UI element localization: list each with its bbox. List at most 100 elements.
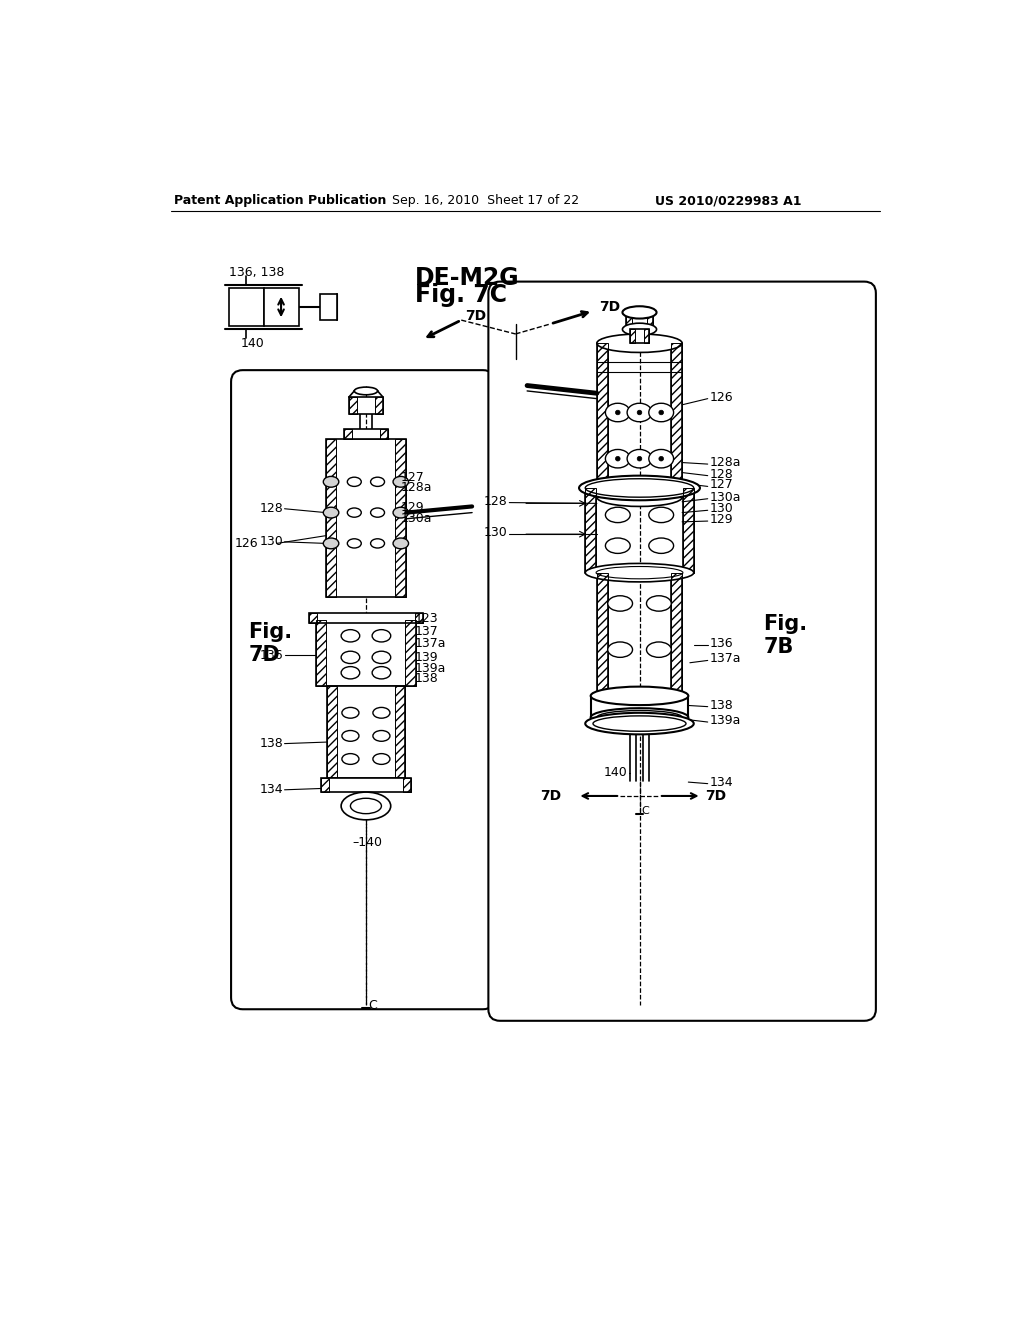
Ellipse shape [649, 507, 674, 523]
Ellipse shape [607, 642, 633, 657]
Text: Sep. 16, 2010  Sheet 17 of 22: Sep. 16, 2010 Sheet 17 of 22 [391, 194, 579, 207]
Ellipse shape [637, 411, 642, 414]
Ellipse shape [637, 457, 642, 461]
Text: 130a: 130a [710, 491, 740, 504]
Text: 134: 134 [710, 776, 733, 788]
Bar [672, 343, 682, 498]
Bar [647, 313, 653, 330]
Ellipse shape [372, 651, 391, 664]
Ellipse shape [373, 730, 390, 742]
Text: 138: 138 [259, 737, 283, 750]
Bar [344, 429, 352, 438]
Text: 136, 138: 136, 138 [228, 265, 284, 279]
Text: Fig. 7C: Fig. 7C [415, 284, 507, 308]
Bar [344, 429, 388, 438]
Bar [321, 779, 329, 792]
Bar [415, 612, 423, 623]
Text: 7D: 7D [465, 309, 486, 323]
Ellipse shape [615, 457, 621, 461]
Bar [626, 313, 632, 330]
Text: 137a: 137a [710, 652, 740, 665]
Text: 139: 139 [415, 651, 438, 664]
Ellipse shape [586, 713, 693, 734]
Ellipse shape [646, 642, 672, 657]
Bar [328, 686, 404, 779]
Text: 130: 130 [710, 502, 733, 515]
Ellipse shape [324, 507, 339, 517]
Ellipse shape [341, 792, 391, 820]
Ellipse shape [342, 730, 359, 742]
Text: 139a: 139a [415, 661, 446, 675]
Ellipse shape [347, 539, 361, 548]
Ellipse shape [596, 566, 683, 578]
Text: Fig.
7D: Fig. 7D [248, 622, 292, 665]
Ellipse shape [623, 306, 656, 318]
Bar [349, 397, 356, 414]
Text: DE-M2G: DE-M2G [415, 265, 519, 290]
Bar [328, 686, 337, 779]
Text: 128a: 128a [710, 455, 740, 469]
Text: 128: 128 [484, 495, 508, 508]
Ellipse shape [393, 477, 409, 487]
Ellipse shape [341, 630, 359, 642]
Bar [309, 612, 317, 623]
Ellipse shape [597, 710, 682, 725]
Bar [375, 397, 383, 414]
Bar [394, 686, 404, 779]
Bar [597, 573, 607, 696]
Ellipse shape [623, 323, 656, 335]
Ellipse shape [649, 539, 674, 553]
Ellipse shape [324, 477, 339, 487]
Ellipse shape [347, 478, 361, 487]
Ellipse shape [393, 507, 409, 517]
Ellipse shape [347, 508, 361, 517]
Bar [406, 620, 417, 686]
Bar [309, 612, 423, 623]
Bar [683, 488, 693, 573]
Ellipse shape [372, 667, 391, 678]
Ellipse shape [342, 754, 359, 764]
Text: 140: 140 [604, 767, 628, 779]
Text: US 2010/0229983 A1: US 2010/0229983 A1 [655, 194, 802, 207]
Text: Patent Application Publication: Patent Application Publication [174, 194, 387, 207]
FancyBboxPatch shape [231, 370, 495, 1010]
FancyBboxPatch shape [488, 281, 876, 1020]
Bar [326, 438, 407, 597]
Bar [315, 620, 417, 686]
Bar [672, 573, 682, 696]
Text: 129: 129 [710, 513, 733, 527]
Bar [263, 288, 299, 326]
Ellipse shape [593, 715, 686, 731]
Ellipse shape [605, 507, 630, 523]
Ellipse shape [649, 449, 674, 469]
Ellipse shape [597, 334, 682, 352]
Bar [597, 343, 607, 498]
Ellipse shape [607, 595, 633, 611]
Text: 130: 130 [484, 527, 508, 539]
Ellipse shape [350, 799, 381, 813]
Ellipse shape [586, 564, 693, 582]
Text: 128: 128 [710, 467, 733, 480]
Text: 127: 127 [400, 471, 425, 484]
Ellipse shape [597, 488, 682, 507]
Text: 136: 136 [259, 648, 283, 661]
Ellipse shape [627, 449, 652, 469]
Ellipse shape [615, 411, 621, 414]
Ellipse shape [371, 508, 385, 517]
Bar [315, 620, 327, 686]
Bar [349, 397, 383, 414]
Bar [644, 330, 649, 343]
Text: C: C [369, 999, 377, 1012]
Ellipse shape [605, 539, 630, 553]
Text: 137: 137 [415, 626, 438, 639]
Text: 128: 128 [259, 502, 283, 515]
Text: 137a: 137a [415, 638, 446, 649]
Text: 130: 130 [259, 536, 283, 548]
Bar [380, 429, 388, 438]
Text: 126: 126 [710, 391, 733, 404]
Ellipse shape [371, 539, 385, 548]
Text: 139a: 139a [710, 714, 740, 727]
Bar [403, 779, 411, 792]
Text: 7D: 7D [599, 300, 621, 314]
Ellipse shape [586, 479, 693, 498]
